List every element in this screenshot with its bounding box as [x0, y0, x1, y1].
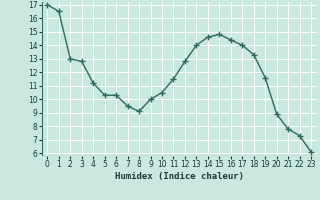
X-axis label: Humidex (Indice chaleur): Humidex (Indice chaleur) [115, 172, 244, 181]
